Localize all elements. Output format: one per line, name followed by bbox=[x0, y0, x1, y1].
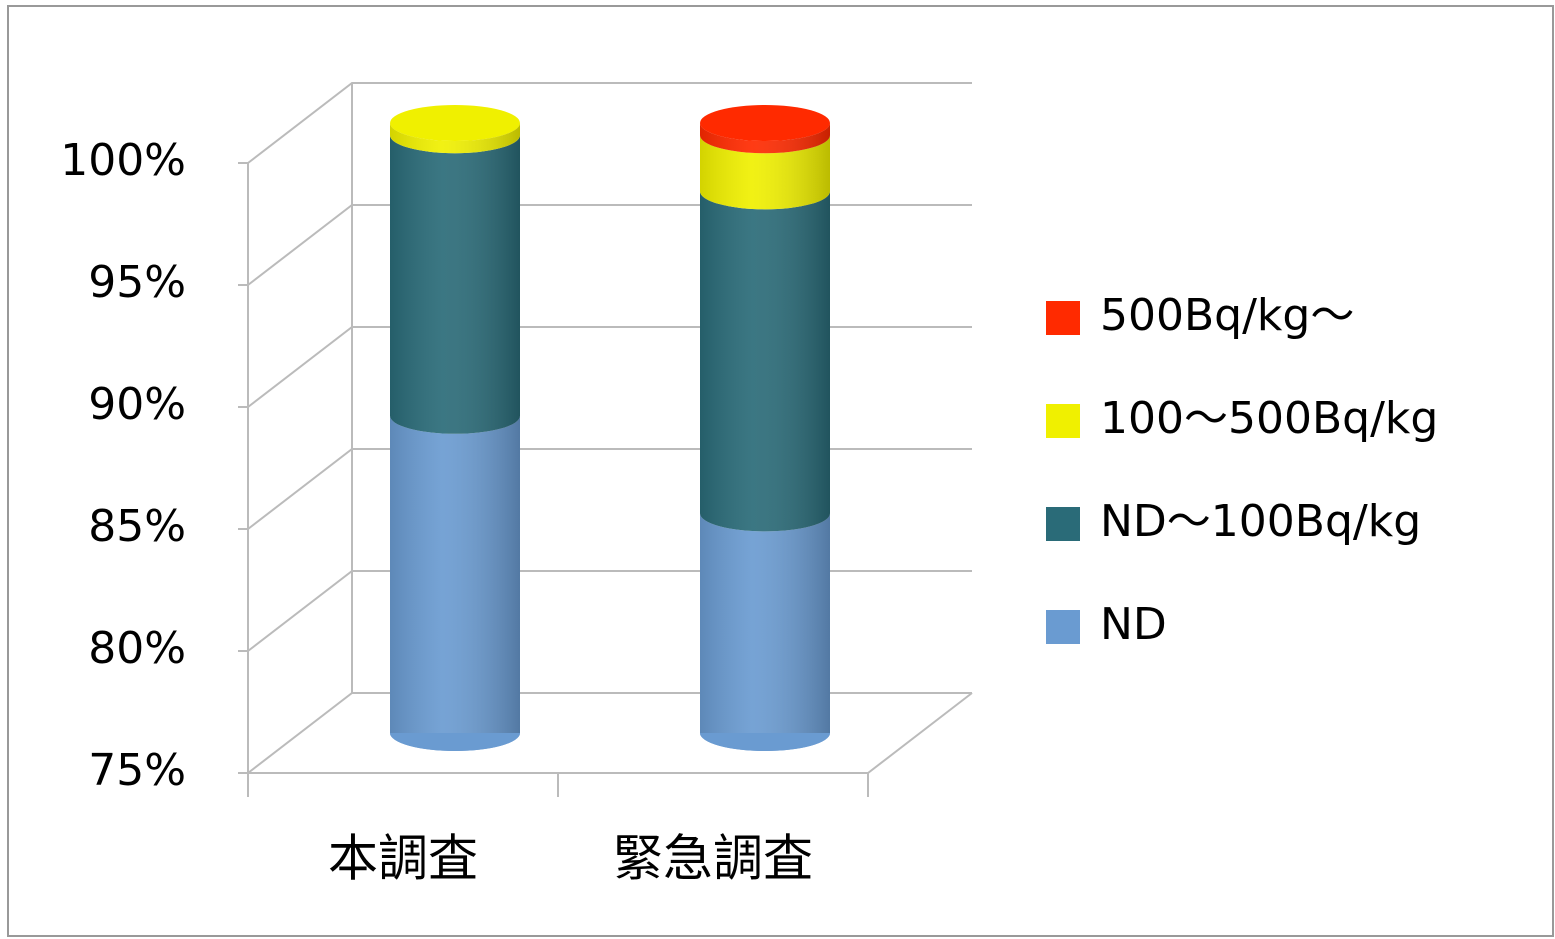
bar bbox=[700, 513, 830, 751]
y-tick-label: 80% bbox=[88, 623, 186, 674]
bar bbox=[390, 415, 520, 751]
legend-swatch bbox=[1046, 404, 1080, 438]
legend-label: 500Bq/kg〜 bbox=[1100, 290, 1354, 341]
y-tick-label: 100% bbox=[60, 135, 186, 186]
grid-line bbox=[247, 82, 972, 164]
y-tick-label: 75% bbox=[88, 745, 186, 796]
legend-swatch bbox=[1046, 301, 1080, 335]
y-tick-label: 85% bbox=[88, 501, 186, 552]
x-tick-label: 本調査 bbox=[328, 830, 478, 888]
y-tick-label: 90% bbox=[88, 379, 186, 430]
legend-label: 100〜500Bq/kg bbox=[1100, 393, 1438, 444]
bar-top bbox=[390, 105, 520, 141]
legend-label: ND〜100Bq/kg bbox=[1100, 496, 1421, 547]
bar-top bbox=[700, 105, 830, 141]
legend-swatch bbox=[1046, 507, 1080, 541]
bar bbox=[390, 135, 520, 434]
legend-label: ND bbox=[1100, 599, 1167, 650]
x-tick-label: 緊急調査 bbox=[613, 830, 813, 888]
legend-swatch bbox=[1046, 610, 1080, 644]
y-tick-label: 95% bbox=[88, 257, 186, 308]
bar bbox=[700, 191, 830, 532]
